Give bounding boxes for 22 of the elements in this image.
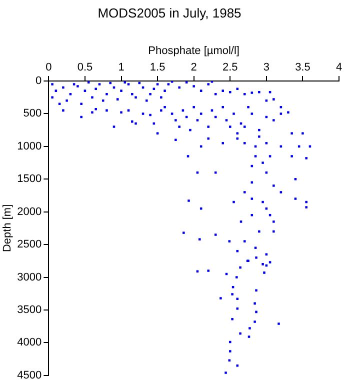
x-tick-label: 3 xyxy=(263,61,270,74)
y-tick-label: 4500 xyxy=(17,369,42,382)
y-tick-label: 1500 xyxy=(17,173,42,186)
x-tick-label: 0 xyxy=(46,61,52,74)
y-axis-title: Depth [m] xyxy=(2,204,14,252)
x-tick-label: 2.5 xyxy=(222,61,238,74)
x-axis-title: Phosphate [µmol/l] xyxy=(148,45,240,58)
y-tick-label: 0 xyxy=(36,75,42,88)
x-tick-label: 2 xyxy=(190,61,197,74)
y-tick-label: 2000 xyxy=(17,206,42,218)
y-tick-label: 2500 xyxy=(17,238,42,251)
x-tick-label: 1 xyxy=(118,61,124,74)
y-tick-label: 3500 xyxy=(17,304,42,316)
x-tick-label: 3.5 xyxy=(295,61,310,74)
y-tick-label: 4000 xyxy=(17,336,42,349)
y-tick-label: 500 xyxy=(23,108,42,120)
x-tick-label: 1.5 xyxy=(150,61,166,74)
y-tick-label: 3000 xyxy=(17,271,42,284)
x-tick-label: 0.5 xyxy=(77,61,93,74)
chart-title: MODS2005 in July, 1985 xyxy=(98,5,242,20)
x-tick-label: 4 xyxy=(336,61,342,74)
y-tick-label: 1000 xyxy=(17,140,42,152)
